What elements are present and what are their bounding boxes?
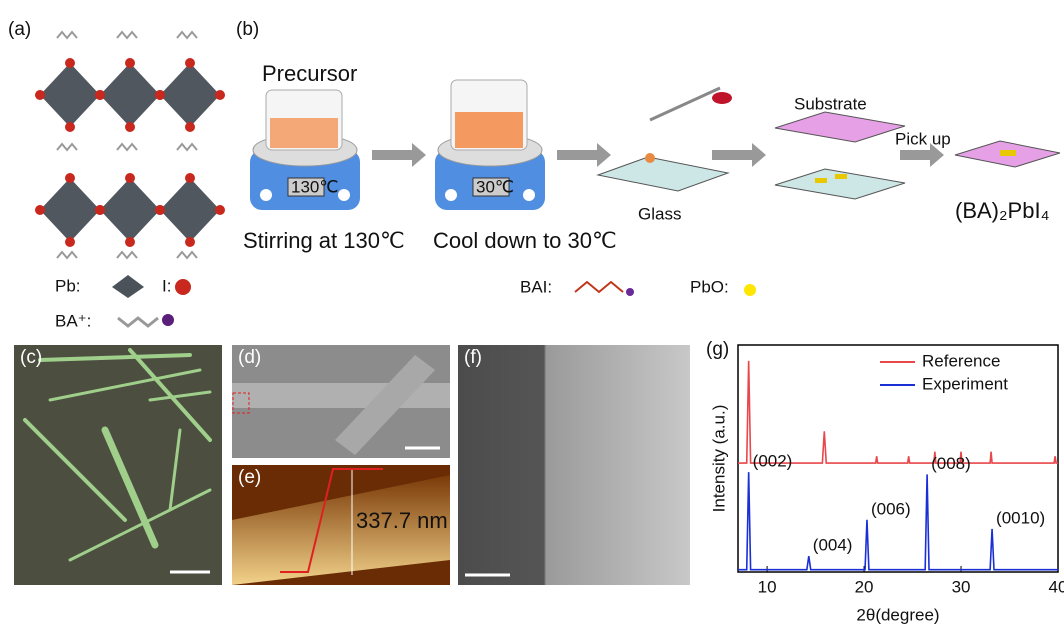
x-tick-label: 30	[952, 577, 971, 596]
step-label: Cool down to 30℃	[433, 228, 617, 253]
octahedron	[160, 63, 220, 127]
temp-label: 30℃	[476, 177, 514, 196]
legend-label: Reference	[922, 351, 1000, 370]
ba-molecule	[117, 144, 137, 150]
peak-label: (008)	[931, 454, 971, 473]
legend-text: I:	[162, 276, 171, 295]
panel-label: (a)	[8, 19, 31, 40]
temp-label: 130℃	[291, 177, 338, 196]
pbo-icon	[744, 284, 756, 296]
bai-icon	[626, 288, 634, 296]
ba-molecule	[57, 144, 77, 150]
octahedron-icon	[112, 275, 144, 298]
ba-molecule	[57, 32, 77, 38]
panel-label: (b)	[236, 19, 259, 40]
iodine	[35, 90, 45, 100]
iodine	[65, 237, 75, 247]
ba-molecule	[117, 252, 137, 258]
label: Substrate	[794, 94, 867, 113]
iodine	[155, 205, 165, 215]
iodine	[125, 58, 135, 68]
iodine	[155, 90, 165, 100]
x-tick-label: 20	[855, 577, 874, 596]
iodine	[65, 173, 75, 183]
data-line	[738, 361, 1058, 463]
iodine	[185, 122, 195, 132]
height-label: 337.7 nm	[356, 508, 448, 533]
ba-molecule	[57, 252, 77, 258]
octahedron	[100, 63, 160, 127]
figure: (a) Pb: I: BA⁺: (b) Precursor 130℃ 30℃ S…	[0, 0, 1064, 634]
step-label: Stirring at 130℃	[243, 228, 405, 253]
iodine	[125, 173, 135, 183]
sem-image	[458, 345, 690, 585]
panel-label: (d)	[238, 347, 261, 368]
x-axis-label: 2θ(degree)	[856, 605, 939, 624]
iodine-icon	[175, 279, 191, 295]
peak-label: (002)	[753, 452, 793, 471]
ba-molecule	[177, 144, 197, 150]
product-label: (BA)₂PbI₄	[955, 198, 1050, 223]
ba-icon	[118, 318, 158, 326]
ba-icon	[162, 314, 174, 326]
iodine	[185, 58, 195, 68]
x-tick-label: 10	[758, 577, 777, 596]
iodine	[65, 122, 75, 132]
iodine	[95, 205, 105, 215]
panel-label: (c)	[20, 347, 42, 368]
iodine	[215, 90, 225, 100]
legend-text: BAI:	[520, 277, 552, 296]
panel-label: (e)	[238, 467, 261, 488]
xrd-chart: 10 20 30 40 2θ(degree) Intensity (a.u.) Refere…	[709, 345, 1064, 624]
peak-label: (0010)	[996, 508, 1045, 527]
bai-icon	[575, 282, 623, 292]
ba-molecule	[177, 252, 197, 258]
legend-text: PbO:	[690, 277, 729, 296]
ba-molecule	[177, 32, 197, 38]
octahedron	[40, 63, 100, 127]
peak-label: (006)	[871, 499, 911, 518]
iodine	[95, 90, 105, 100]
panel-label: (g)	[706, 339, 729, 360]
iodine	[35, 205, 45, 215]
label: Pick up	[895, 129, 951, 148]
iodine	[125, 122, 135, 132]
legend-text: BA⁺:	[55, 311, 91, 330]
iodine	[185, 173, 195, 183]
label: Glass	[638, 204, 681, 223]
iodine	[185, 237, 195, 247]
label: Precursor	[262, 61, 357, 86]
octahedron	[40, 178, 100, 242]
legend-label: Experiment	[922, 374, 1008, 393]
y-axis-label: Intensity (a.u.)	[709, 405, 728, 513]
octahedron	[100, 178, 160, 242]
iodine	[65, 58, 75, 68]
crystal-structure	[35, 32, 225, 258]
octahedron	[160, 178, 220, 242]
x-tick-label: 40	[1049, 577, 1064, 596]
peak-label: (004)	[813, 536, 853, 555]
ba-molecule	[117, 32, 137, 38]
panel-label: (f)	[464, 347, 482, 368]
iodine	[125, 237, 135, 247]
legend-text: Pb:	[55, 276, 81, 295]
iodine	[215, 205, 225, 215]
